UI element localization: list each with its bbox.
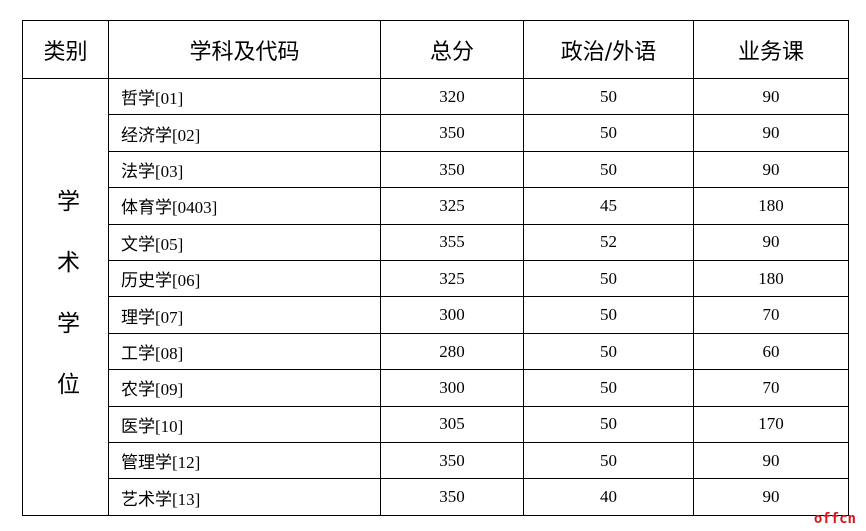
score-cell: 50 xyxy=(523,369,694,407)
table-row: 农学[09] 300 50 70 xyxy=(23,369,849,407)
subject-cell: 法学[03] xyxy=(108,150,381,189)
score-cell: 90 xyxy=(693,150,849,189)
score-cell: 50 xyxy=(523,260,694,298)
score-cell: 350 xyxy=(380,442,524,480)
score-cell: 90 xyxy=(693,114,849,152)
score-cell: 90 xyxy=(693,442,849,480)
score-cell: 350 xyxy=(380,478,524,516)
score-cell: 90 xyxy=(693,77,849,116)
table-row: 学术学位 哲学[01] 320 50 90 xyxy=(22,77,849,516)
table-body: 学术学位 哲学[01] 320 50 90 经济学[02] 350 50 90 法学[03] 350… xyxy=(22,77,849,516)
score-cell: 50 xyxy=(523,296,694,334)
score-cell: 50 xyxy=(523,150,694,189)
score-cell: 45 xyxy=(523,187,694,225)
subject-cell: 理学[07] xyxy=(108,296,381,334)
score-cell: 50 xyxy=(523,442,694,480)
subject-cell: 体育学[0403] xyxy=(108,187,381,225)
category-cell: 学术学位 xyxy=(22,78,109,516)
table-row: 管理学[12] 350 50 90 xyxy=(23,442,849,480)
header-cell: 政治/外语 xyxy=(523,20,694,79)
score-cell: 300 xyxy=(380,369,524,407)
header-row: 类别 学科及代码 总分 政治/外语 业务课 xyxy=(22,20,849,79)
watermark: offcn xyxy=(813,511,856,527)
score-cell: 350 xyxy=(380,114,524,152)
table-row: 历史学[06] 325 50 180 xyxy=(23,260,849,298)
header-cell: 学科及代码 xyxy=(108,20,381,79)
score-cell: 90 xyxy=(693,223,849,262)
subject-cell: 文学[05] xyxy=(108,223,381,262)
score-cell: 60 xyxy=(693,332,849,371)
score-cell: 50 xyxy=(523,332,694,371)
subject-cell: 历史学[06] xyxy=(108,260,381,298)
score-cell: 170 xyxy=(693,405,849,444)
score-cell: 180 xyxy=(693,187,849,225)
score-cell: 355 xyxy=(380,223,524,262)
subject-cell: 哲学[01] xyxy=(108,77,381,116)
score-cell: 40 xyxy=(523,478,694,516)
table-row: 体育学[0403] 325 45 180 xyxy=(23,187,849,225)
table-row: 医学[10] 305 50 170 xyxy=(23,405,849,444)
subject-cell: 艺术学[13] xyxy=(108,478,381,516)
table-row: 经济学[02] 350 50 90 xyxy=(23,114,849,152)
score-table: 类别 学科及代码 总分 政治/外语 业务课 学术学位 哲学[01] 320 50 90 经济学[0… xyxy=(22,20,849,516)
score-cell: 350 xyxy=(380,150,524,189)
table-row: 文学[05] 355 52 90 xyxy=(23,223,849,262)
subject-cell: 农学[09] xyxy=(108,369,381,407)
score-cell: 300 xyxy=(380,296,524,334)
score-cell: 70 xyxy=(693,296,849,334)
table-row: 艺术学[13] 350 40 90 xyxy=(23,478,849,516)
score-cell: 180 xyxy=(693,260,849,298)
score-cell: 325 xyxy=(380,260,524,298)
score-cell: 52 xyxy=(523,223,694,262)
subject-cell: 医学[10] xyxy=(108,405,381,444)
category-label: 学术学位 xyxy=(52,189,79,433)
score-cell: 325 xyxy=(380,187,524,225)
score-cell: 50 xyxy=(523,114,694,152)
table-row: 法学[03] 350 50 90 xyxy=(23,150,849,189)
subject-cell: 管理学[12] xyxy=(108,442,381,480)
score-cell: 305 xyxy=(380,405,524,444)
subject-cell: 经济学[02] xyxy=(108,114,381,152)
score-cell: 320 xyxy=(380,77,524,116)
score-cell: 50 xyxy=(523,77,694,116)
header-cell: 业务课 xyxy=(693,20,849,79)
table-row: 工学[08] 280 50 60 xyxy=(23,332,849,371)
score-cell: 70 xyxy=(693,369,849,407)
subject-cell: 工学[08] xyxy=(108,332,381,371)
header-cell: 类别 xyxy=(22,20,109,79)
score-cell: 280 xyxy=(380,332,524,371)
score-cell: 50 xyxy=(523,405,694,444)
score-cell: 90 xyxy=(693,478,849,516)
table-row: 理学[07] 300 50 70 xyxy=(23,296,849,334)
header-cell: 总分 xyxy=(380,20,524,79)
